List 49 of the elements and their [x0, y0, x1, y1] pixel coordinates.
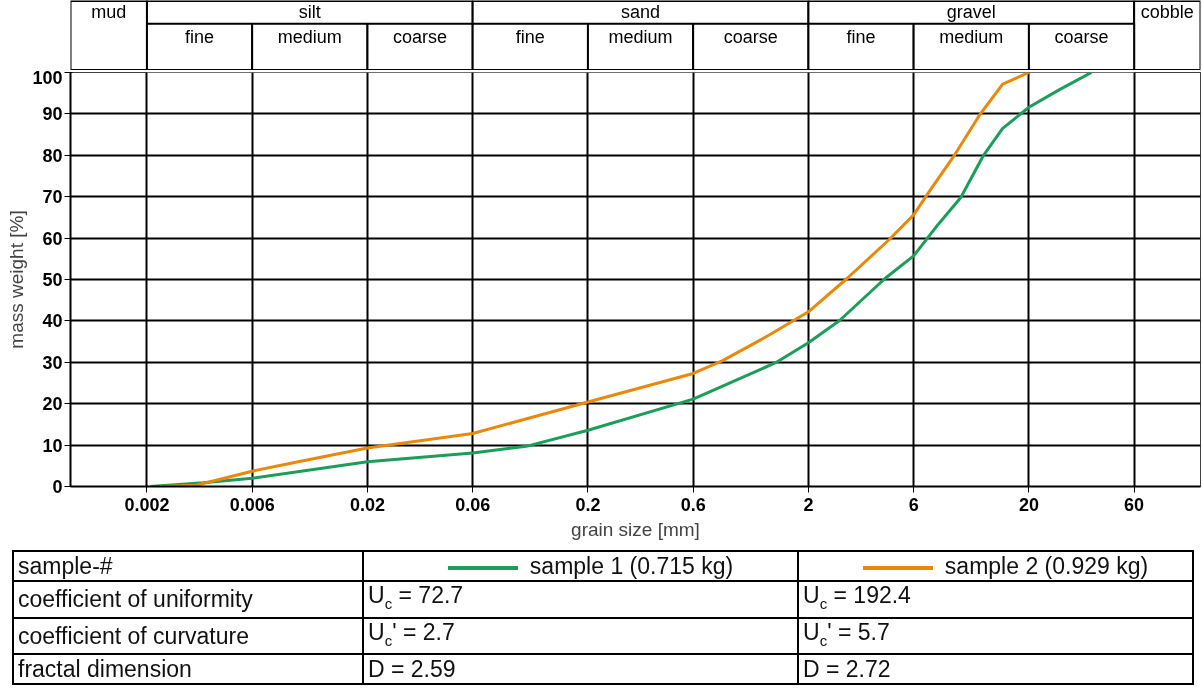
y-tick-label: 90: [42, 104, 63, 125]
band-label: fine: [846, 26, 876, 47]
band-label: cobble: [1140, 2, 1194, 23]
y-tick-label: 10: [42, 435, 63, 456]
band-label: sand: [621, 2, 661, 23]
band-label: gravel: [946, 2, 996, 23]
band-label: coarse: [723, 26, 778, 47]
x-tick-label: 0.02: [349, 494, 385, 515]
band-label: coarse: [393, 26, 448, 47]
text: D = 2.72: [798, 654, 1193, 685]
band-label: mud: [91, 2, 127, 23]
y-tick-label: 30: [42, 352, 63, 373]
y-tick-label: 0: [52, 477, 63, 497]
band-label: medium: [939, 26, 1004, 47]
band-label: medium: [277, 26, 342, 47]
x-tick-label: 20: [1018, 494, 1039, 515]
legend-label: sample 2 (0.929 kg): [798, 551, 1193, 581]
y-tick-label: 40: [42, 311, 63, 332]
text: D = 2.59: [363, 654, 798, 685]
y-tick-label: 20: [42, 394, 63, 415]
text: U$_{c}$ = 192.4: [798, 581, 1193, 618]
x-axis-title: grain size [mm]: [571, 518, 700, 540]
x-tick-label: 6: [908, 494, 919, 515]
band-label: coarse: [1054, 26, 1109, 47]
x-tick-label: 0.006: [229, 494, 275, 515]
x-tick-label: 0.002: [124, 494, 170, 515]
x-tick-label: 2: [803, 494, 814, 515]
x-tick-label: 0.2: [575, 494, 601, 515]
y-tick-label: 60: [42, 228, 63, 249]
y-tick-label: 100: [32, 67, 63, 88]
text: U$_{c}$' = 2.7: [363, 617, 798, 655]
band-label: fine: [185, 26, 215, 47]
y-tick-label: 80: [42, 145, 63, 166]
text: coefficient of uniformity: [13, 581, 363, 618]
band-label: silt: [298, 2, 321, 23]
y-axis-title: mass weight [%]: [6, 210, 28, 349]
y-tick-label: 70: [42, 187, 63, 208]
y-tick-label: 50: [42, 270, 63, 290]
x-tick-label: 60: [1124, 494, 1145, 515]
text: U$_{c}$ = 72.7: [363, 581, 798, 618]
text: sample-#: [13, 551, 363, 581]
text: fractal dimension: [13, 654, 363, 685]
text: coefficient of curvature: [13, 617, 363, 655]
text: U$_{c}$' = 5.7: [798, 617, 1193, 655]
x-tick-label: 0.06: [455, 494, 491, 515]
legend-label: sample 1 (0.715 kg): [363, 551, 798, 581]
band-label: medium: [608, 26, 673, 47]
x-tick-label: 0.6: [680, 494, 706, 515]
band-label: fine: [515, 26, 545, 47]
